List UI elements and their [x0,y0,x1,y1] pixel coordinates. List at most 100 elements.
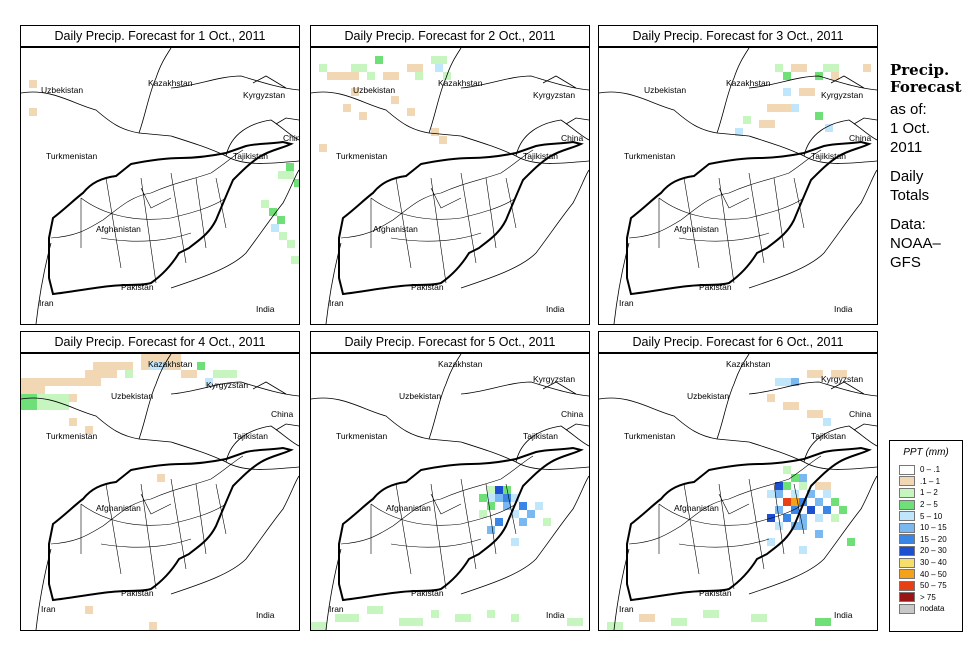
legend-label: 15 – 20 [920,534,947,544]
label-afghanistan: Afghanistan [674,224,719,234]
afghanistan-provinces [628,455,822,590]
label-kyrgyzstan: Kyrgyzstan [533,90,575,100]
panel-title: Daily Precip. Forecast for 3 Oct., 2011 [598,25,878,47]
label-india: India [834,610,853,620]
label-tajikistan: Tajikistan [523,151,558,161]
label-kazakhstan: Kazakhstan [438,359,483,369]
info-asof-date: 1 Oct. [890,120,931,137]
forecast-panel-oct-1: Daily Precip. Forecast for 1 Oct., 2011 [20,25,300,325]
precip-cells [735,64,871,136]
info-heading-line2: Forecast [890,78,962,96]
legend-swatch [899,569,915,580]
forecast-panel-oct-5: Daily Precip. Forecast for 5 Oct., 2011 [310,331,590,631]
precip-cells [29,80,299,264]
legend-label: 5 – 10 [920,511,943,521]
legend-item: 15 – 20 [890,534,962,546]
label-kyrgyzstan: Kyrgyzstan [821,90,863,100]
label-pakistan: Pakistan [411,588,444,598]
map-svg: Uzbekistan Kazakhstan Kyrgyzstan China T… [599,354,877,630]
label-iran: Iran [329,604,344,614]
label-kazakhstan: Kazakhstan [726,359,771,369]
legend-item: 20 – 30 [890,545,962,557]
legend-title: PPT (mm) [903,447,949,458]
legend-item: 30 – 40 [890,557,962,569]
legend-label: 30 – 40 [920,558,947,568]
country-labels: Uzbekistan Kazakhstan Kyrgyzstan China T… [619,78,871,314]
label-india: India [256,610,275,620]
precip-map: Uzbekistan Kazakhstan Kyrgyzstan China T… [598,353,878,631]
afghanistan-provinces [340,455,534,590]
label-afghanistan: Afghanistan [96,224,141,234]
country-borders [21,48,299,324]
map-svg: Uzbekistan Kazakhstan Kyrgyzstan China T… [21,354,299,630]
afghanistan-outline [48,140,294,296]
afghanistan-outline [338,446,584,602]
precip-cells [21,354,237,630]
precip-cells [311,486,583,630]
afghanistan-outline [338,140,584,296]
legend-label: .1 – 1 [920,476,941,486]
precip-cells [319,56,451,152]
precip-map: Uzbekistan Kazakhstan Kyrgyzstan China T… [598,47,878,325]
label-uzbekistan: Uzbekistan [687,391,729,401]
precip-map: Uzbekistan Kazakhstan Kyrgyzstan China T… [310,353,590,631]
precip-cells [607,370,855,630]
legend-item: 5 – 10 [890,510,962,522]
legend-swatch [899,557,915,568]
label-tajikistan: Tajikistan [523,431,558,441]
label-india: India [546,304,565,314]
forecast-panel-oct-3: Daily Precip. Forecast for 3 Oct., 2011 [598,25,878,325]
info-totals-line1: Daily [890,168,924,185]
label-turkmenistan: Turkmenistan [336,431,387,441]
label-turkmenistan: Turkmenistan [624,151,675,161]
label-china: China [561,409,583,419]
info-asof-label: as of: [890,101,927,118]
legend-label: 20 – 30 [920,546,947,556]
label-india: India [834,304,853,314]
legend-label: 10 – 15 [920,523,947,533]
legend-item: 1 – 2 [890,487,962,499]
label-uzbekistan: Uzbekistan [41,85,83,95]
country-labels: Uzbekistan Kazakhstan Kyrgyzstan China T… [619,359,871,620]
legend-swatch [899,592,915,603]
label-china: China [271,409,293,419]
panel-title: Daily Precip. Forecast for 5 Oct., 2011 [310,331,590,353]
label-iran: Iran [41,604,56,614]
panel-title: Daily Precip. Forecast for 6 Oct., 2011 [598,331,878,353]
legend-swatch [899,545,915,556]
label-iran: Iran [619,604,634,614]
label-iran: Iran [619,298,634,308]
legend-swatch [899,522,915,533]
label-china: China [283,133,299,143]
label-uzbekistan: Uzbekistan [644,85,686,95]
forecast-panel-oct-4: Daily Precip. Forecast for 4 Oct., 2011 [20,331,300,631]
legend-item: > 75 [890,592,962,604]
legend-item: 50 – 75 [890,580,962,592]
label-turkmenistan: Turkmenistan [624,431,675,441]
forecast-info: Precip. Forecast as of: 1 Oct. 2011 Dail… [890,62,970,272]
legend-swatch [899,511,915,522]
info-totals-line2: Totals [890,187,930,204]
legend-swatch [899,499,915,510]
afghanistan-provinces [50,149,244,284]
label-iran: Iran [39,298,54,308]
afghanistan-outline [626,140,872,296]
legend-swatch [899,580,915,591]
panel-title: Daily Precip. Forecast for 4 Oct., 2011 [20,331,300,353]
country-borders [21,354,299,630]
label-kazakhstan: Kazakhstan [148,359,193,369]
label-turkmenistan: Turkmenistan [46,151,97,161]
label-pakistan: Pakistan [121,588,154,598]
precip-map: Uzbekistan Kazakhstan Kyrgyzstan China T… [20,47,300,325]
label-kyrgyzstan: Kyrgyzstan [243,90,285,100]
legend-label: 0 – .1 [920,465,941,475]
legend-item: nodata [890,603,962,615]
info-heading-line1: Precip. [890,61,950,79]
label-uzbekistan: Uzbekistan [353,85,395,95]
country-borders [599,354,877,630]
precip-map: Uzbekistan Kazakhstan Kyrgyzstan China T… [310,47,590,325]
label-pakistan: Pakistan [699,282,732,292]
label-afghanistan: Afghanistan [674,503,719,513]
label-china: China [849,133,871,143]
label-turkmenistan: Turkmenistan [336,151,387,161]
